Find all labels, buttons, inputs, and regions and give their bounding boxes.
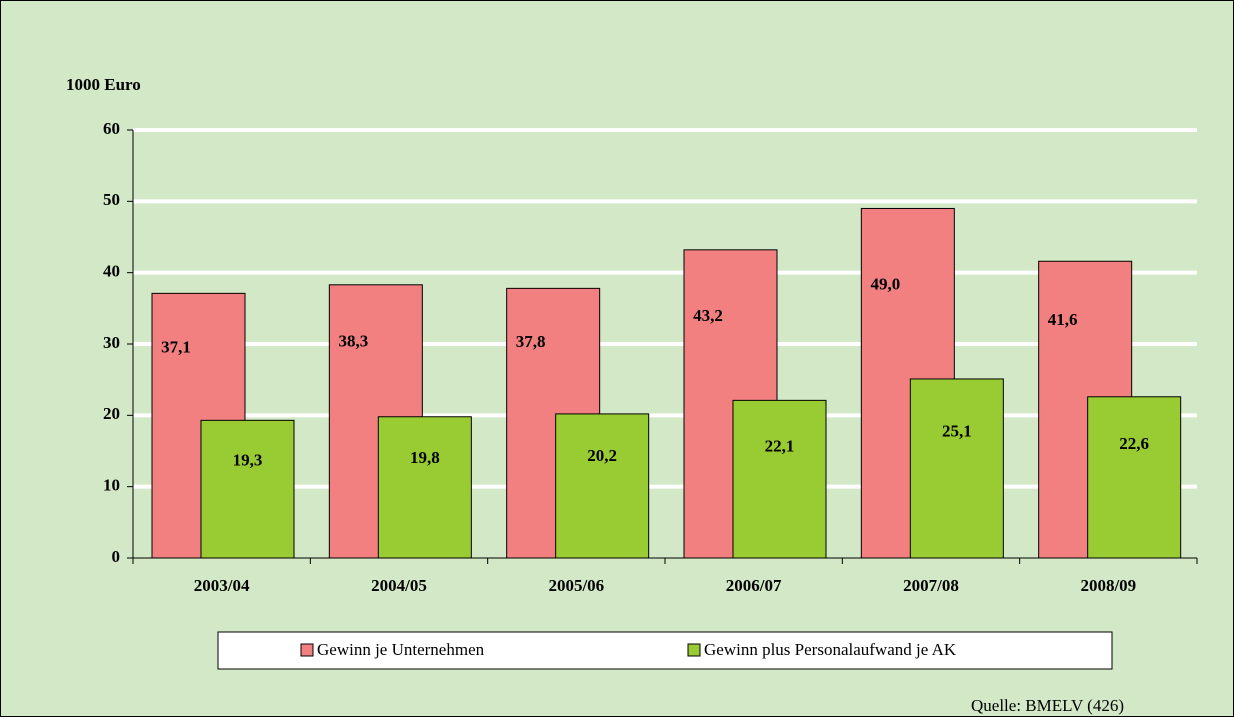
bar (732, 399, 827, 559)
value-label: 37,8 (516, 332, 546, 351)
x-tick-label: 2004/05 (371, 576, 427, 595)
value-label: 19,3 (233, 451, 263, 470)
x-tick-label: 2007/08 (903, 576, 959, 595)
y-tick-label: 60 (103, 119, 120, 138)
bar (555, 413, 650, 559)
y-tick-label: 30 (103, 333, 120, 352)
legend-swatch (300, 643, 314, 657)
bar (377, 416, 472, 559)
value-label: 41,6 (1048, 310, 1078, 329)
value-label: 22,1 (765, 437, 795, 456)
y-tick-label: 10 (103, 476, 120, 495)
x-tick-label: 2005/06 (548, 576, 604, 595)
bar (200, 419, 295, 559)
value-label: 37,1 (161, 338, 191, 357)
x-tick-label: 2006/07 (726, 576, 782, 595)
value-label: 25,1 (942, 422, 972, 441)
bar (909, 378, 1004, 559)
legend-label: Gewinn je Unternehmen (317, 640, 485, 659)
x-tick-label: 2003/04 (194, 576, 250, 595)
y-tick-label: 40 (103, 262, 120, 281)
legend-label: Gewinn plus Personalaufwand je AK (704, 640, 957, 659)
y-tick-label: 0 (112, 547, 121, 566)
source: Quelle: BMELV (426) (971, 696, 1124, 715)
y-tick-label: 50 (103, 190, 120, 209)
value-label: 19,8 (410, 448, 440, 467)
bar (1087, 396, 1182, 559)
value-label: 20,2 (587, 446, 617, 465)
x-tick-label: 2008/09 (1080, 576, 1136, 595)
value-label: 38,3 (338, 332, 368, 351)
y-tick-label: 20 (103, 404, 120, 423)
legend-swatch (687, 643, 701, 657)
value-label: 49,0 (870, 275, 900, 294)
value-label: 43,2 (693, 306, 723, 325)
y-axis-label: 1000 Euro (66, 75, 141, 94)
value-label: 22,6 (1119, 434, 1149, 453)
legend (217, 631, 1113, 670)
